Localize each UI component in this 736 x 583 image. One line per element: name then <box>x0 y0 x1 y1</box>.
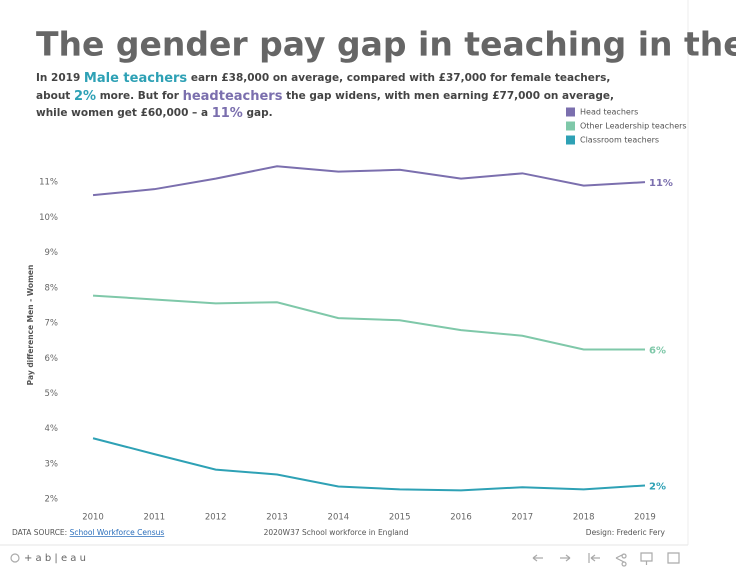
logo-text: + a b | e a u <box>24 553 86 564</box>
tableau-logo[interactable]: + a b | e a u <box>10 553 86 564</box>
subtitle-highlight: headteachers <box>183 89 283 104</box>
subtitle-highlight: 11% <box>212 106 243 121</box>
x-tick-label: 2019 <box>634 513 656 523</box>
subtitle-text: In 2019 <box>36 72 84 84</box>
footer-credit: Design: Frederic Fery <box>586 528 666 537</box>
y-tick-label: 2% <box>45 495 59 505</box>
y-tick-label: 8% <box>45 283 59 293</box>
toolbar-icons <box>532 552 680 567</box>
y-tick-label: 6% <box>45 354 59 364</box>
x-tick-label: 2015 <box>389 513 411 523</box>
y-tick-label: 11% <box>39 178 58 188</box>
legend-label: Other Leadership teachers <box>580 122 687 131</box>
x-tick-label: 2011 <box>144 513 166 523</box>
footer-center: 2020W37 School workforce in England <box>264 528 409 537</box>
end-label: 11% <box>649 178 673 189</box>
y-tick-label: 10% <box>39 213 58 223</box>
x-tick-label: 2013 <box>266 513 288 523</box>
y-tick-label: 3% <box>45 459 59 469</box>
subtitle-text: the gap widens, with men earning £77,000… <box>282 90 614 102</box>
series-line <box>92 165 646 197</box>
legend-label: Head teachers <box>580 108 638 117</box>
subtitle-text: gap. <box>243 107 273 119</box>
redo-button[interactable] <box>560 554 571 562</box>
revert-button[interactable] <box>588 553 600 563</box>
y-tick-label: 7% <box>45 319 59 329</box>
legend-swatch <box>566 135 575 145</box>
subtitle-highlight: Male teachers <box>84 71 188 86</box>
subtitle-text: more. But for <box>96 90 183 102</box>
y-tick-label: 5% <box>45 389 59 399</box>
source-link[interactable]: School Workforce Census <box>70 528 165 537</box>
fullscreen-button[interactable] <box>667 552 680 564</box>
footer-text: DATA SOURCE: <box>12 528 70 537</box>
footer-source: DATA SOURCE: School Workforce Census <box>12 528 164 537</box>
y-axis-label: Pay difference Men - Women <box>26 265 35 386</box>
series-line <box>92 294 645 351</box>
subtitle-line: In 2019 Male teachers earn £38,000 on av… <box>36 71 610 86</box>
x-tick-label: 2017 <box>512 513 534 523</box>
subtitle-text: about <box>36 90 74 102</box>
subtitle-highlight: 2% <box>74 89 96 104</box>
logo-mark <box>10 553 20 563</box>
end-label: 2% <box>649 481 666 492</box>
x-tick-label: 2014 <box>328 513 350 523</box>
share-button[interactable] <box>615 553 627 567</box>
legend-swatch <box>566 121 575 131</box>
subtitle-text: earn £38,000 on average, compared with £… <box>187 72 610 84</box>
x-tick-label: 2018 <box>573 513 595 523</box>
y-tick-label: 4% <box>45 424 59 434</box>
subtitle-line: while women get £60,000 – a 11% gap. <box>36 106 273 121</box>
x-tick-label: 2010 <box>82 513 104 523</box>
subtitle-line: about 2% more. But for headteachers the … <box>36 89 614 104</box>
series-line <box>92 437 646 492</box>
x-tick-label: 2016 <box>450 513 472 523</box>
x-tick-label: 2012 <box>205 513 227 523</box>
undo-button[interactable] <box>532 554 543 562</box>
y-tick-label: 9% <box>45 248 59 258</box>
legend-label: Classroom teachers <box>580 136 659 145</box>
comment-button[interactable] <box>640 552 653 565</box>
end-label: 6% <box>649 345 666 356</box>
subtitle-text: while women get £60,000 – a <box>36 107 212 119</box>
chart-title: The gender pay gap in teaching in the UK <box>36 25 736 64</box>
legend-swatch <box>566 107 575 117</box>
viz-background <box>0 0 688 545</box>
